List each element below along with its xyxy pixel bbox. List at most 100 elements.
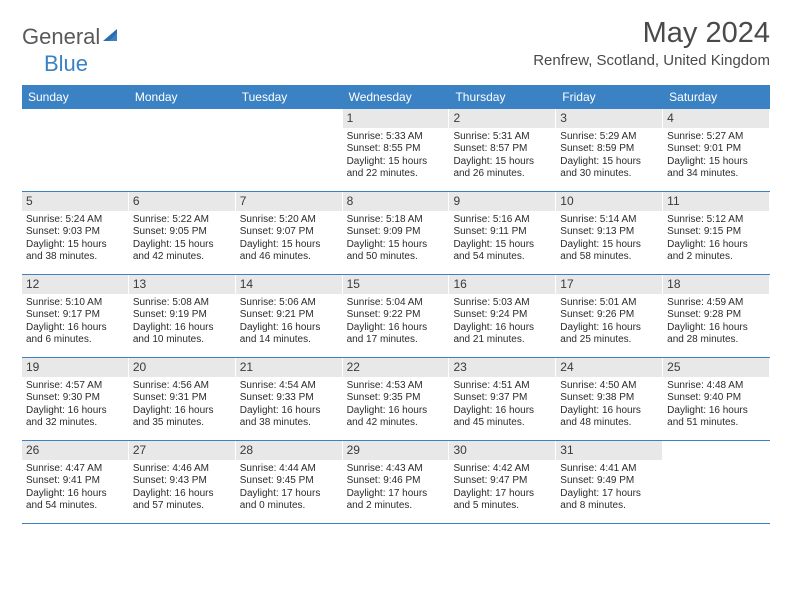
- day-cell: 9Sunrise: 5:16 AMSunset: 9:11 PMDaylight…: [449, 192, 556, 274]
- sunrise-line: Sunrise: 4:57 AM: [26, 380, 124, 393]
- sunset-line: Sunset: 9:30 PM: [26, 392, 124, 405]
- sunset-line: Sunset: 9:17 PM: [26, 309, 124, 322]
- sunrise-line: Sunrise: 4:56 AM: [133, 380, 231, 393]
- day-number: 12: [22, 275, 128, 294]
- daylight-line: Daylight: 16 hours and 28 minutes.: [667, 322, 765, 347]
- weekday-header: Friday: [556, 85, 663, 109]
- sunset-line: Sunset: 9:47 PM: [453, 475, 551, 488]
- sunset-line: Sunset: 9:31 PM: [133, 392, 231, 405]
- sunrise-line: Sunrise: 5:08 AM: [133, 297, 231, 310]
- day-number: 25: [663, 358, 769, 377]
- daylight-line: Daylight: 16 hours and 21 minutes.: [453, 322, 551, 347]
- daylight-line: Daylight: 16 hours and 42 minutes.: [347, 405, 445, 430]
- day-number: 14: [236, 275, 342, 294]
- day-number: 4: [663, 109, 769, 128]
- sunrise-line: Sunrise: 5:31 AM: [453, 131, 551, 144]
- sunset-line: Sunset: 9:24 PM: [453, 309, 551, 322]
- day-number: 28: [236, 441, 342, 460]
- sunrise-line: Sunrise: 5:20 AM: [240, 214, 338, 227]
- sunrise-line: Sunrise: 5:24 AM: [26, 214, 124, 227]
- sunset-line: Sunset: 9:26 PM: [560, 309, 658, 322]
- day-cell: 12Sunrise: 5:10 AMSunset: 9:17 PMDayligh…: [22, 275, 129, 357]
- day-cell: 17Sunrise: 5:01 AMSunset: 9:26 PMDayligh…: [556, 275, 663, 357]
- day-number: 19: [22, 358, 128, 377]
- day-number: 23: [449, 358, 555, 377]
- day-number: 18: [663, 275, 769, 294]
- day-number: 17: [556, 275, 662, 294]
- day-number: 6: [129, 192, 235, 211]
- day-cell: 24 Sunrise: 4:50 AMSunset: 9:38 PMDayligh…: [556, 358, 663, 440]
- week-row: 26Sunrise: 4:47 AMSunset: 9:41 PMDayligh…: [22, 441, 770, 524]
- day-number: 9: [449, 192, 555, 211]
- day-number: 13: [129, 275, 235, 294]
- sunset-line: Sunset: 9:45 PM: [240, 475, 338, 488]
- sunset-line: Sunset: 9:15 PM: [667, 226, 765, 239]
- weekday-header: Saturday: [663, 85, 770, 109]
- weeks-container: ... 1 Sunrise: 5:33 AMSunset: 8:55 PM Dayli…: [22, 109, 770, 524]
- sunrise-line: Sunrise: 5:03 AM: [453, 297, 551, 310]
- daylight-line: Daylight: 15 hours and 50 minutes.: [347, 239, 445, 264]
- weekday-header: Thursday: [449, 85, 556, 109]
- sunrise-line: Sunrise: 4:51 AM: [453, 380, 551, 393]
- day-number: 26: [22, 441, 128, 460]
- day-cell: .: [663, 441, 770, 523]
- day-number: 29: [343, 441, 449, 460]
- day-cell: 27Sunrise: 4:46 AMSunset: 9:43 PMDayligh…: [129, 441, 236, 523]
- sunset-line: Sunset: 9:37 PM: [453, 392, 551, 405]
- daylight-line: Daylight: 16 hours and 48 minutes.: [560, 405, 658, 430]
- sunrise-line: Sunrise: 5:14 AM: [560, 214, 658, 227]
- day-cell: 7Sunrise: 5:20 AMSunset: 9:07 PMDaylight…: [236, 192, 343, 274]
- sunset-line: Sunset: 9:38 PM: [560, 392, 658, 405]
- day-cell: 20Sunrise: 4:56 AMSunset: 9:31 PMDayligh…: [129, 358, 236, 440]
- day-cell: 22Sunrise: 4:53 AMSunset: 9:35 PMDayligh…: [343, 358, 450, 440]
- title-block: May 2024 Renfrew, Scotland, United Kingd…: [533, 18, 770, 69]
- day-number: 15: [343, 275, 449, 294]
- day-cell: 4Sunrise: 5:27 AMSunset: 9:01 PMDaylight…: [663, 109, 770, 191]
- sunrise-line: Sunrise: 5:16 AM: [453, 214, 551, 227]
- day-number: 8: [343, 192, 449, 211]
- sunrise-line: Sunrise: 4:50 AM: [560, 380, 658, 393]
- sunset-line: Sunset: 9:28 PM: [667, 309, 765, 322]
- day-number: 1: [343, 109, 449, 128]
- sunset-line: Sunset: 9:01 PM: [667, 143, 765, 156]
- day-cell: 23Sunrise: 4:51 AMSunset: 9:37 PMDayligh…: [449, 358, 556, 440]
- weekday-header: Monday: [129, 85, 236, 109]
- sunrise-line: Sunrise: 5:18 AM: [347, 214, 445, 227]
- day-cell: 11Sunrise: 5:12 AMSunset: 9:15 PMDayligh…: [663, 192, 770, 274]
- day-cell: 2Sunrise: 5:31 AMSunset: 8:57 PMDaylight…: [449, 109, 556, 191]
- day-number: 22: [343, 358, 449, 377]
- day-cell: .: [22, 109, 129, 191]
- daylight-line: Daylight: 15 hours and 42 minutes.: [133, 239, 231, 264]
- daylight-line: Daylight: 15 hours and 30 minutes.: [560, 156, 658, 181]
- day-cell: 25Sunrise: 4:48 AMSunset: 9:40 PMDayligh…: [663, 358, 770, 440]
- sunset-line: Sunset: 9:35 PM: [347, 392, 445, 405]
- sunrise-line: Sunrise: 4:48 AM: [667, 380, 765, 393]
- sunrise-line: Sunrise: 5:01 AM: [560, 297, 658, 310]
- day-cell: 15Sunrise: 5:04 AMSunset: 9:22 PMDayligh…: [343, 275, 450, 357]
- sunset-line: Sunset: 9:05 PM: [133, 226, 231, 239]
- day-number: 10: [556, 192, 662, 211]
- sunset-line: Sunset: 9:49 PM: [560, 475, 658, 488]
- day-cell: 30Sunrise: 4:42 AMSunset: 9:47 PMDayligh…: [449, 441, 556, 523]
- sunset-line: Sunset: 8:55 PM: [347, 143, 445, 156]
- daylight-line: Daylight: 16 hours and 6 minutes.: [26, 322, 124, 347]
- sunset-line: Sunset: 9:21 PM: [240, 309, 338, 322]
- sunrise-line: Sunrise: 5:33 AM: [347, 131, 445, 144]
- daylight-line: Daylight: 15 hours and 46 minutes.: [240, 239, 338, 264]
- daylight-line: Daylight: 15 hours and 34 minutes.: [667, 156, 765, 181]
- day-cell: 26Sunrise: 4:47 AMSunset: 9:41 PMDayligh…: [22, 441, 129, 523]
- calendar-page: General May 2024 Renfrew, Scotland, Unit…: [0, 0, 792, 524]
- sunrise-line: Sunrise: 4:54 AM: [240, 380, 338, 393]
- daylight-line: Daylight: 16 hours and 57 minutes.: [133, 488, 231, 513]
- sunrise-line: Sunrise: 4:59 AM: [667, 297, 765, 310]
- week-row: 12Sunrise: 5:10 AMSunset: 9:17 PMDayligh…: [22, 275, 770, 358]
- month-title: May 2024: [533, 18, 770, 50]
- calendar: SundayMondayTuesdayWednesdayThursdayFrid…: [22, 85, 770, 524]
- day-cell: .: [129, 109, 236, 191]
- day-number: 24: [556, 358, 662, 377]
- sunset-line: Sunset: 9:11 PM: [453, 226, 551, 239]
- day-number: 30: [449, 441, 555, 460]
- sunrise-line: Sunrise: 5:04 AM: [347, 297, 445, 310]
- day-cell: 28Sunrise: 4:44 AMSunset: 9:45 PMDayligh…: [236, 441, 343, 523]
- daylight-line: Daylight: 16 hours and 10 minutes.: [133, 322, 231, 347]
